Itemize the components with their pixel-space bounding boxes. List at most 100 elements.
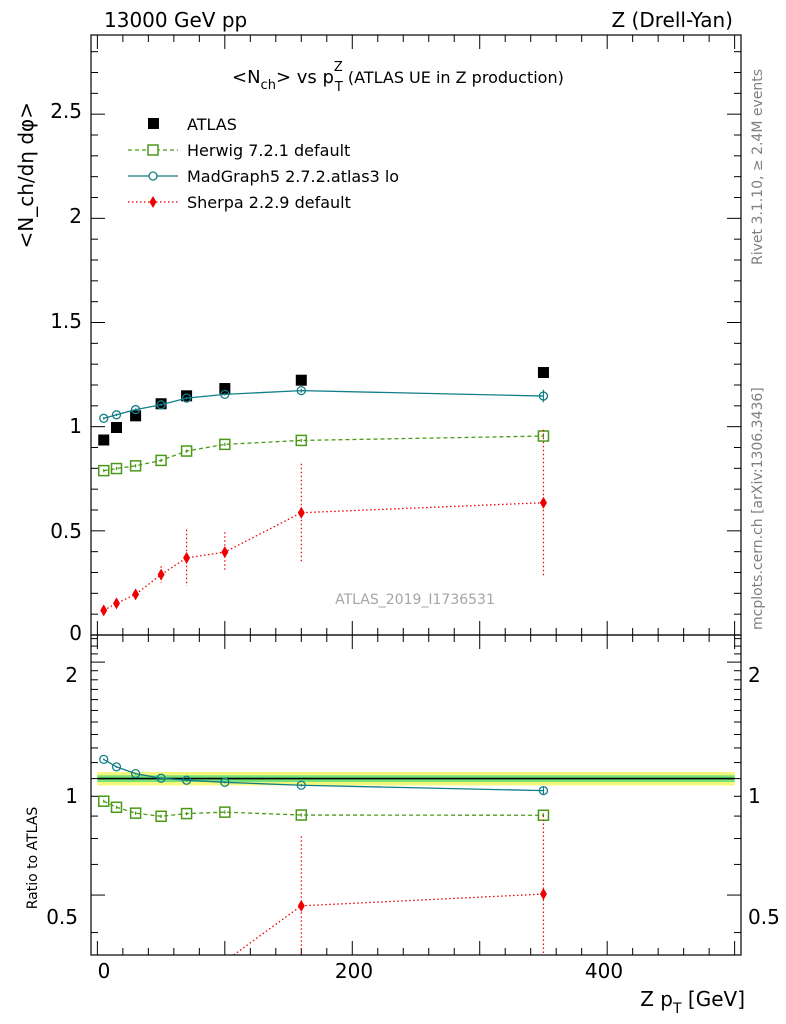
x-tick-labels: 0 200 400	[98, 959, 623, 983]
main-y-tick-0: 0	[69, 621, 82, 645]
ratio-herwig-point-6	[295, 809, 308, 821]
main-sherpa-point-1	[112, 597, 120, 610]
header-left: 13000 GeV pp	[104, 8, 247, 32]
ratio-herwig-point-4	[180, 807, 193, 820]
main-herwig-point-2	[129, 460, 142, 472]
ratio-herwig-point-3	[155, 810, 167, 823]
legend-label-madgraph: MadGraph5 2.7.2.atlas3 lo	[187, 167, 399, 186]
main-y-tick-2: 2	[69, 204, 82, 228]
main-sherpa-point-5	[221, 546, 229, 559]
legend-label-sherpa: Sherpa 2.2.9 default	[187, 193, 351, 212]
main-herwig-line	[103, 435, 544, 472]
ratio-madgraph5-line	[103, 758, 544, 792]
main-sherpa-line	[103, 502, 544, 611]
main-series-herwig	[97, 430, 550, 477]
x-axis-title: Z pT [GeV]	[640, 987, 745, 1017]
ratio-sherpa-point-7	[539, 888, 547, 901]
header-right: Z (Drell-Yan)	[611, 8, 733, 32]
legend-marker-atlas	[148, 118, 159, 129]
ratio-y-tick-0.5-left: 0.5	[46, 905, 78, 929]
ratio-herwig-line	[103, 800, 544, 817]
main-sherpa-point-0	[100, 604, 108, 617]
ratio-madgraph5-point-7	[538, 785, 549, 796]
x-tick-200: 200	[335, 959, 373, 983]
main-y-tick-labels: 0 0.5 1 1.5 2 2.5	[50, 99, 82, 645]
main-atlas-point-2	[130, 410, 142, 422]
ratio-y-tick-2-right: 2	[748, 663, 761, 687]
legend-marker-sherpa	[149, 196, 157, 208]
main-y-axis-title: <N_ch/dη dφ>	[14, 102, 38, 249]
main-sherpa-point-6	[297, 506, 305, 519]
main-madgraph5-point-1	[111, 410, 122, 420]
main-madgraph5-point-2	[130, 404, 141, 415]
ratio-herwig-point-5	[219, 806, 231, 818]
main-herwig-point-1	[110, 462, 123, 475]
ratio-madgraph5-point-2	[130, 768, 141, 779]
main-herwig-point-6	[295, 434, 308, 447]
axis-ticks	[91, 35, 741, 955]
main-herwig-point-0	[97, 464, 110, 477]
ratio-series-madgraph5	[99, 754, 549, 796]
ratio-panel-marks	[97, 754, 550, 956]
main-sherpa-point-7	[539, 496, 547, 509]
main-herwig-point-4	[180, 445, 193, 457]
ratio-panel-frame	[90, 634, 742, 956]
ratio-madgraph5-point-4	[181, 775, 192, 785]
legend-label-herwig: Herwig 7.2.1 default	[187, 141, 350, 160]
ratio-herwig-point-0	[97, 795, 110, 807]
ratio-y-tick-1-left: 1	[65, 784, 78, 808]
main-sherpa-point-4	[183, 551, 191, 564]
x-tick-400: 400	[585, 959, 623, 983]
ratio-sherpa-line-entry	[233, 905, 302, 956]
ratio-y-tick-1-right: 1	[748, 784, 761, 808]
main-atlas-point-5	[219, 383, 231, 395]
ratio-y-tick-2-left: 2	[65, 663, 78, 687]
main-series-madgraph5	[99, 385, 549, 423]
x-tick-0: 0	[98, 959, 111, 983]
main-y-tick-1: 1	[69, 414, 82, 438]
main-series-atlas	[98, 367, 549, 446]
main-atlas-point-4	[181, 390, 193, 402]
legend-label-atlas: ATLAS	[187, 115, 237, 134]
ratio-sherpa-line	[301, 893, 544, 907]
ratio-madgraph5-point-0	[99, 754, 109, 765]
ratio-y-tick-labels: 0.5 1 2 0.5 1 2	[46, 663, 780, 929]
ratio-herwig-point-2	[129, 807, 142, 819]
main-madgraph5-line	[103, 389, 544, 419]
ratio-y-axis-title: Ratio to ATLAS	[25, 807, 41, 910]
mcplots-reference-label: mcplots.cern.ch [arXiv:1306.3436]	[750, 387, 766, 630]
ratio-madgraph5-point-1	[111, 762, 122, 772]
main-y-tick-0.5: 0.5	[50, 519, 82, 543]
ratio-madgraph5-point-3	[156, 773, 166, 783]
ratio-herwig-point-1	[110, 801, 123, 814]
main-atlas-point-0	[98, 434, 110, 446]
ratio-series-herwig	[97, 795, 550, 823]
main-series-sherpa	[100, 429, 547, 617]
main-madgraph5-point-0	[99, 413, 109, 423]
main-y-tick-1.5: 1.5	[50, 309, 82, 333]
legend-marker-madgraph	[148, 171, 158, 181]
main-madgraph5-point-6	[296, 385, 306, 396]
legend-marker-herwig	[147, 144, 159, 156]
ratio-sherpa-point-6	[297, 899, 305, 912]
legend: ATLAS Herwig 7.2.1 default MadGraph5 2.7…	[128, 115, 399, 212]
main-sherpa-point-3	[157, 568, 165, 581]
main-atlas-point-1	[110, 422, 122, 433]
main-herwig-point-3	[155, 454, 167, 467]
ratio-madgraph5-point-6	[296, 780, 306, 790]
main-madgraph5-point-7	[538, 391, 549, 401]
main-panel-marks	[97, 367, 550, 617]
main-title: <Nch> vs pZ T (ATLAS UE in Z production)	[232, 60, 564, 95]
ratio-series-sherpa	[233, 815, 547, 956]
ratio-y-tick-0.5-right: 0.5	[748, 905, 780, 929]
main-y-tick-2.5: 2.5	[50, 99, 82, 123]
main-herwig-point-5	[219, 438, 231, 451]
main-atlas-point-6	[295, 374, 307, 386]
main-atlas-point-7	[537, 367, 549, 378]
analysis-watermark: ATLAS_2019_I1736531	[335, 592, 495, 608]
main-sherpa-point-2	[132, 588, 140, 601]
ratio-madgraph5-point-5	[220, 777, 230, 787]
main-madgraph5-point-4	[181, 393, 192, 403]
rivet-version-label: Rivet 3.1.10, ≥ 2.4M events	[750, 69, 766, 265]
